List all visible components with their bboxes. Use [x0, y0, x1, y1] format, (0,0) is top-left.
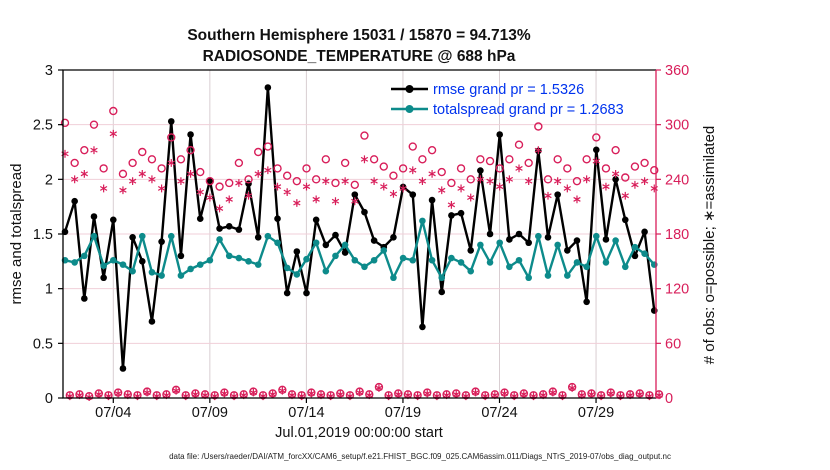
y-left-tick-label: 1.5 — [33, 227, 53, 243]
x-axis-label: Jul.01,2019 00:00:00 start — [275, 425, 443, 441]
grid-lines — [63, 70, 656, 398]
legend-totalspread-label: totalspread grand pr = 1.2683 — [433, 102, 624, 118]
y-left-tick-label: 1 — [45, 282, 53, 298]
axes — [58, 69, 661, 403]
chart-subtitle: RADIOSONDE_TEMPERATURE @ 688 hPa — [203, 48, 516, 65]
y-left-tick-label: 0.5 — [33, 336, 53, 352]
y-right-tick-label: 60 — [665, 336, 681, 352]
y-left-tick-label: 0 — [45, 391, 53, 407]
chart-title: Southern Hemisphere 15031 / 15870 = 94.7… — [187, 27, 531, 44]
y-axis-label-right: # of obs: o=possible; ∗=assimilated — [701, 126, 718, 365]
y-right-tick-label: 180 — [665, 227, 689, 243]
x-tick-label: 07/19 — [385, 405, 421, 421]
legend-totalspread-marker — [405, 105, 414, 113]
data-file-path: data file: /Users/raeder/DAI/ATM_forcXX/… — [169, 452, 671, 461]
x-tick-label: 07/29 — [578, 405, 614, 421]
y-left-tick-label: 2.5 — [33, 118, 53, 134]
y-right-tick-label: 300 — [665, 118, 689, 134]
legend-rmse-marker — [405, 85, 414, 93]
y-right-tick-label: 0 — [665, 391, 673, 407]
x-tick-label: 07/09 — [192, 405, 228, 421]
y-left-tick-label: 3 — [45, 63, 53, 79]
y-right-tick-label: 240 — [665, 172, 689, 188]
y-left-tick-label: 2 — [45, 172, 53, 188]
y-right-tick-label: 120 — [665, 282, 689, 298]
x-tick-label: 07/24 — [481, 405, 517, 421]
x-tick-label: 07/04 — [95, 405, 131, 421]
legend-rmse-label: rmse grand pr = 1.5326 — [433, 82, 584, 98]
data-series — [60, 84, 664, 401]
x-tick-label: 07/14 — [288, 405, 324, 421]
y-right-tick-label: 360 — [665, 63, 689, 79]
tick-labels: 07/04 07/09 07/14 07/19 07/24 07/29 0 0.5 1 1.5 2 2… — [33, 63, 689, 421]
y-axis-label-left: rmse and totalspread — [8, 164, 25, 305]
legend: rmse grand pr = 1.5326 totalspread grand… — [391, 82, 624, 118]
